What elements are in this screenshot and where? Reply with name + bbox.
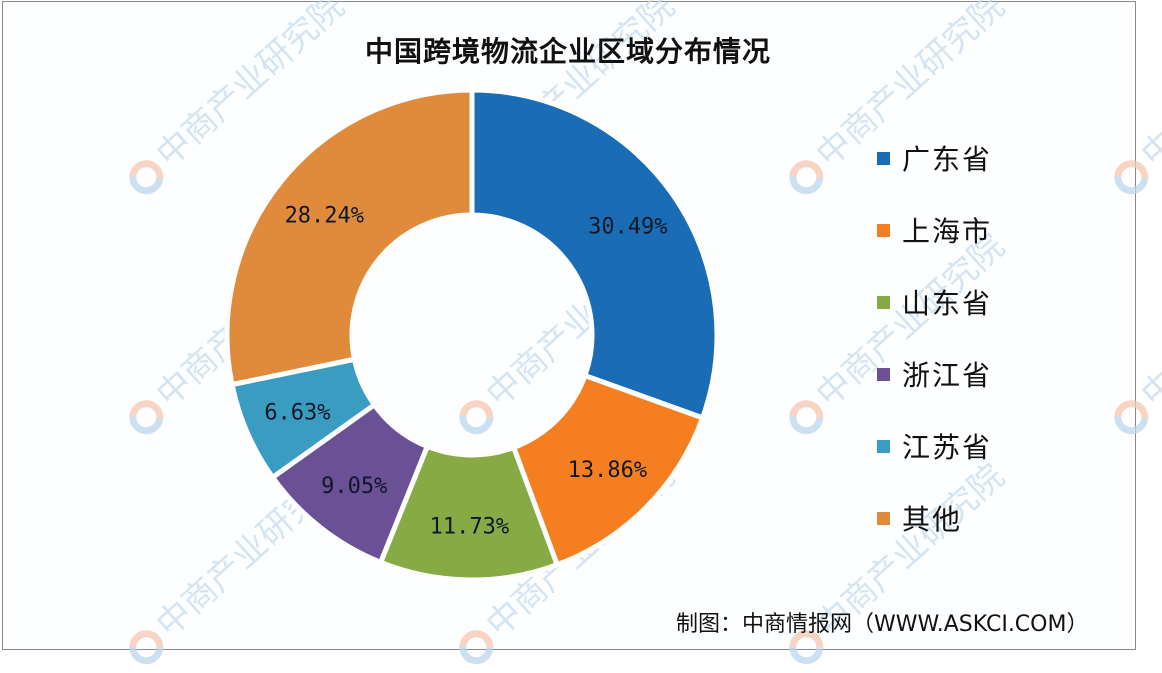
legend-item-jiangsu: 江苏省	[877, 410, 992, 482]
legend-label: 其他	[902, 503, 963, 536]
donut-slice-guangdong	[469, 87, 720, 422]
chart-title: 中国跨境物流企业区域分布情况	[364, 35, 771, 68]
legend-label: 上海市	[902, 215, 993, 248]
legend-item-other: 其他	[877, 482, 992, 554]
donut-slice-other	[224, 87, 475, 388]
legend-swatch	[877, 439, 890, 453]
source-credit: 制图：中商情报网（WWW.ASKCI.COM）	[676, 612, 1089, 637]
legend-label: 江苏省	[902, 431, 993, 464]
donut-chart: 30.49% 13.86% 11.73% 9.05% 6.63% 28.24%	[224, 87, 720, 580]
slice-value-label: 28.24%	[285, 204, 364, 229]
legend-swatch	[877, 511, 890, 525]
legend-swatch	[877, 151, 890, 165]
legend-swatch	[877, 367, 890, 381]
legend-swatch	[877, 295, 890, 309]
legend: 广东省 上海市 山东省 浙江省 江苏省 其他	[877, 122, 992, 554]
slice-value-label: 30.49%	[588, 214, 667, 239]
slice-value-label: 6.63%	[264, 400, 330, 425]
legend-item-zhejiang: 浙江省	[877, 338, 992, 410]
slice-value-label: 11.73%	[430, 514, 509, 539]
legend-label: 浙江省	[902, 359, 993, 392]
legend-item-shandong: 山东省	[877, 266, 992, 338]
legend-label: 广东省	[902, 143, 993, 176]
slice-value-label: 13.86%	[568, 458, 647, 483]
donut-slice-shanghai	[510, 372, 706, 568]
legend-item-guangdong: 广东省	[877, 122, 992, 194]
slice-value-label: 9.05%	[321, 474, 387, 499]
legend-swatch	[877, 223, 890, 237]
legend-label: 山东省	[902, 287, 993, 320]
legend-item-shanghai: 上海市	[877, 194, 992, 266]
